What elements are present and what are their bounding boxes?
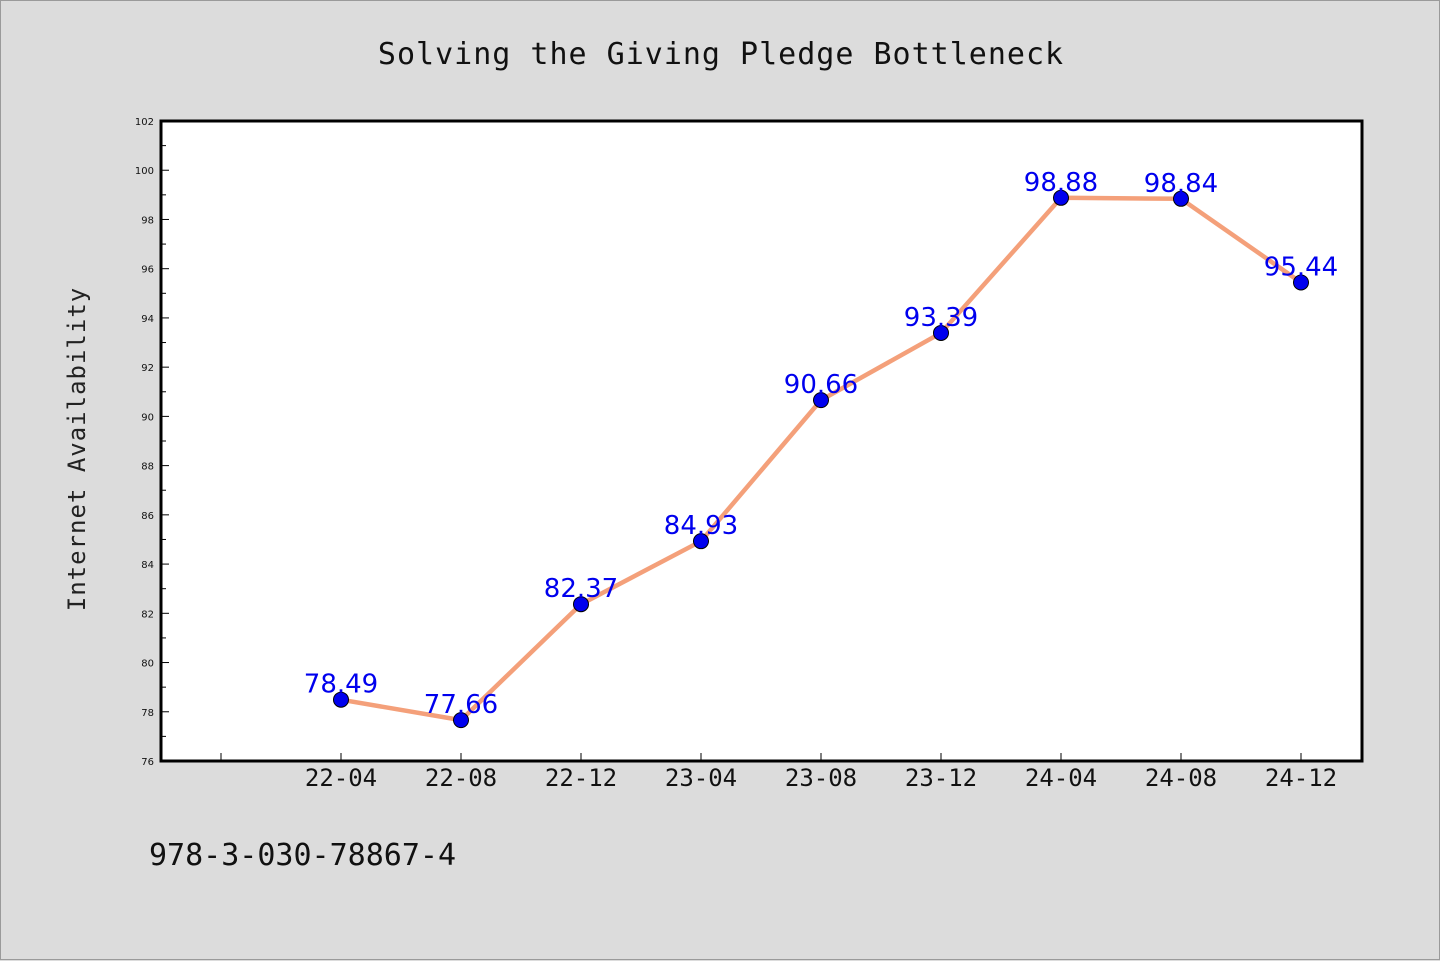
- plot-area: [161, 121, 1362, 761]
- series-layer: [333, 189, 1309, 729]
- data-label: 77.66: [424, 690, 498, 720]
- x-tick-label: 24-12: [1265, 764, 1337, 792]
- tick-layer: 76 78 80 82 84 86 88 90 92 94 96 98 100 102 22-04 22-08…: [135, 117, 1337, 792]
- data-point: [1293, 274, 1309, 291]
- y-tick-label: 76: [141, 757, 154, 768]
- x-tick-label: 23-04: [665, 764, 737, 792]
- y-tick-label: 84: [141, 560, 154, 571]
- x-tick-label: 22-04: [305, 764, 377, 792]
- data-label: 78.49: [304, 670, 378, 700]
- data-label: 98.84: [1144, 169, 1218, 199]
- data-point: [1173, 190, 1189, 207]
- data-label: 93.39: [904, 303, 978, 333]
- footnote-text: 978-3-030-78867-4: [149, 838, 456, 873]
- x-tick-label: 24-08: [1145, 764, 1217, 792]
- data-label: 95.44: [1264, 252, 1338, 282]
- data-label: 84.93: [664, 511, 738, 541]
- y-tick-label: 96: [141, 265, 154, 276]
- data-point: [813, 392, 829, 409]
- y-tick-label: 86: [141, 511, 154, 522]
- data-label-layer: 78.49 77.66 82.37 84.93 90.66 93.39 98.88 98.84…: [304, 168, 1338, 720]
- data-label: 90.66: [784, 370, 858, 400]
- data-point: [1053, 189, 1069, 206]
- data-point: [573, 596, 589, 613]
- y-tick-label: 88: [141, 462, 154, 473]
- x-tick-label: 22-12: [545, 764, 617, 792]
- y-tick-label: 80: [141, 659, 154, 670]
- x-tick-label: 24-04: [1025, 764, 1097, 792]
- y-tick-label: 78: [141, 708, 154, 719]
- data-label: 98.88: [1024, 168, 1098, 198]
- data-point: [453, 712, 469, 729]
- data-label: 82.37: [544, 574, 618, 604]
- y-tick-label: 98: [141, 215, 154, 226]
- x-tick-label: 22-08: [425, 764, 497, 792]
- chart-title: Solving the Giving Pledge Bottleneck: [378, 37, 1064, 72]
- y-axis-label: Internet Availability: [63, 287, 91, 611]
- data-point: [333, 691, 349, 708]
- y-tick-label: 82: [141, 609, 154, 620]
- plot-frame: [159, 119, 1364, 763]
- x-tick-label: 23-12: [905, 764, 977, 792]
- data-point: [693, 533, 709, 550]
- x-tick-label: 23-08: [785, 764, 857, 792]
- y-tick-label: 90: [141, 412, 154, 423]
- y-tick-label: 94: [141, 314, 154, 325]
- y-tick-label: 92: [141, 363, 154, 374]
- data-point: [933, 324, 949, 341]
- y-tick-label: 100: [135, 166, 154, 177]
- y-tick-label: 102: [135, 117, 154, 128]
